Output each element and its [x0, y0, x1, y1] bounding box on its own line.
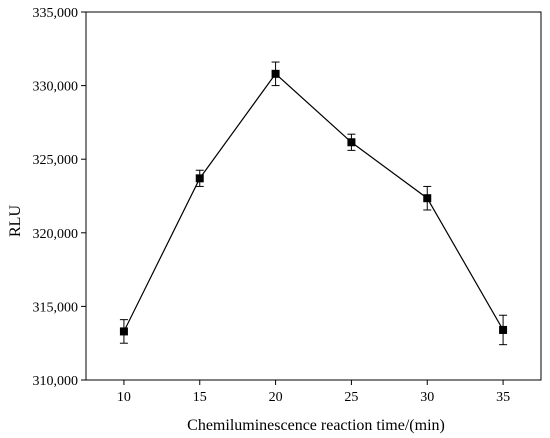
plot-frame [85, 11, 542, 381]
x-tick-label: 30 [420, 390, 434, 405]
y-tick-label: 325,000 [33, 153, 79, 168]
x-tick-label: 25 [344, 390, 358, 405]
data-point [423, 194, 432, 203]
data-point [347, 138, 356, 147]
series-line [123, 72, 504, 332]
axis-ticks: 10 15 20 25 30 35 310,000 315,000 320,000 325,000… [33, 6, 511, 405]
data-point [499, 325, 508, 334]
plot-border [85, 11, 542, 381]
x-tick-label: 10 [117, 390, 131, 405]
y-tick-label: 330,000 [33, 80, 79, 95]
x-tick-label: 15 [193, 390, 207, 405]
x-axis-label: Chemiluminescence reaction time/(min) [187, 417, 445, 434]
y-tick-label: 310,000 [33, 374, 79, 389]
y-axis-label: RLU [7, 205, 24, 237]
x-tick-label: 35 [496, 390, 510, 405]
y-tick-label: 315,000 [33, 300, 79, 315]
data-point [271, 69, 280, 78]
data-series [119, 61, 508, 346]
y-tick-label: 335,000 [33, 6, 79, 21]
data-point [119, 327, 128, 336]
x-tick-label: 20 [269, 390, 283, 405]
y-tick-label: 320,000 [33, 227, 79, 242]
data-point [195, 174, 204, 183]
